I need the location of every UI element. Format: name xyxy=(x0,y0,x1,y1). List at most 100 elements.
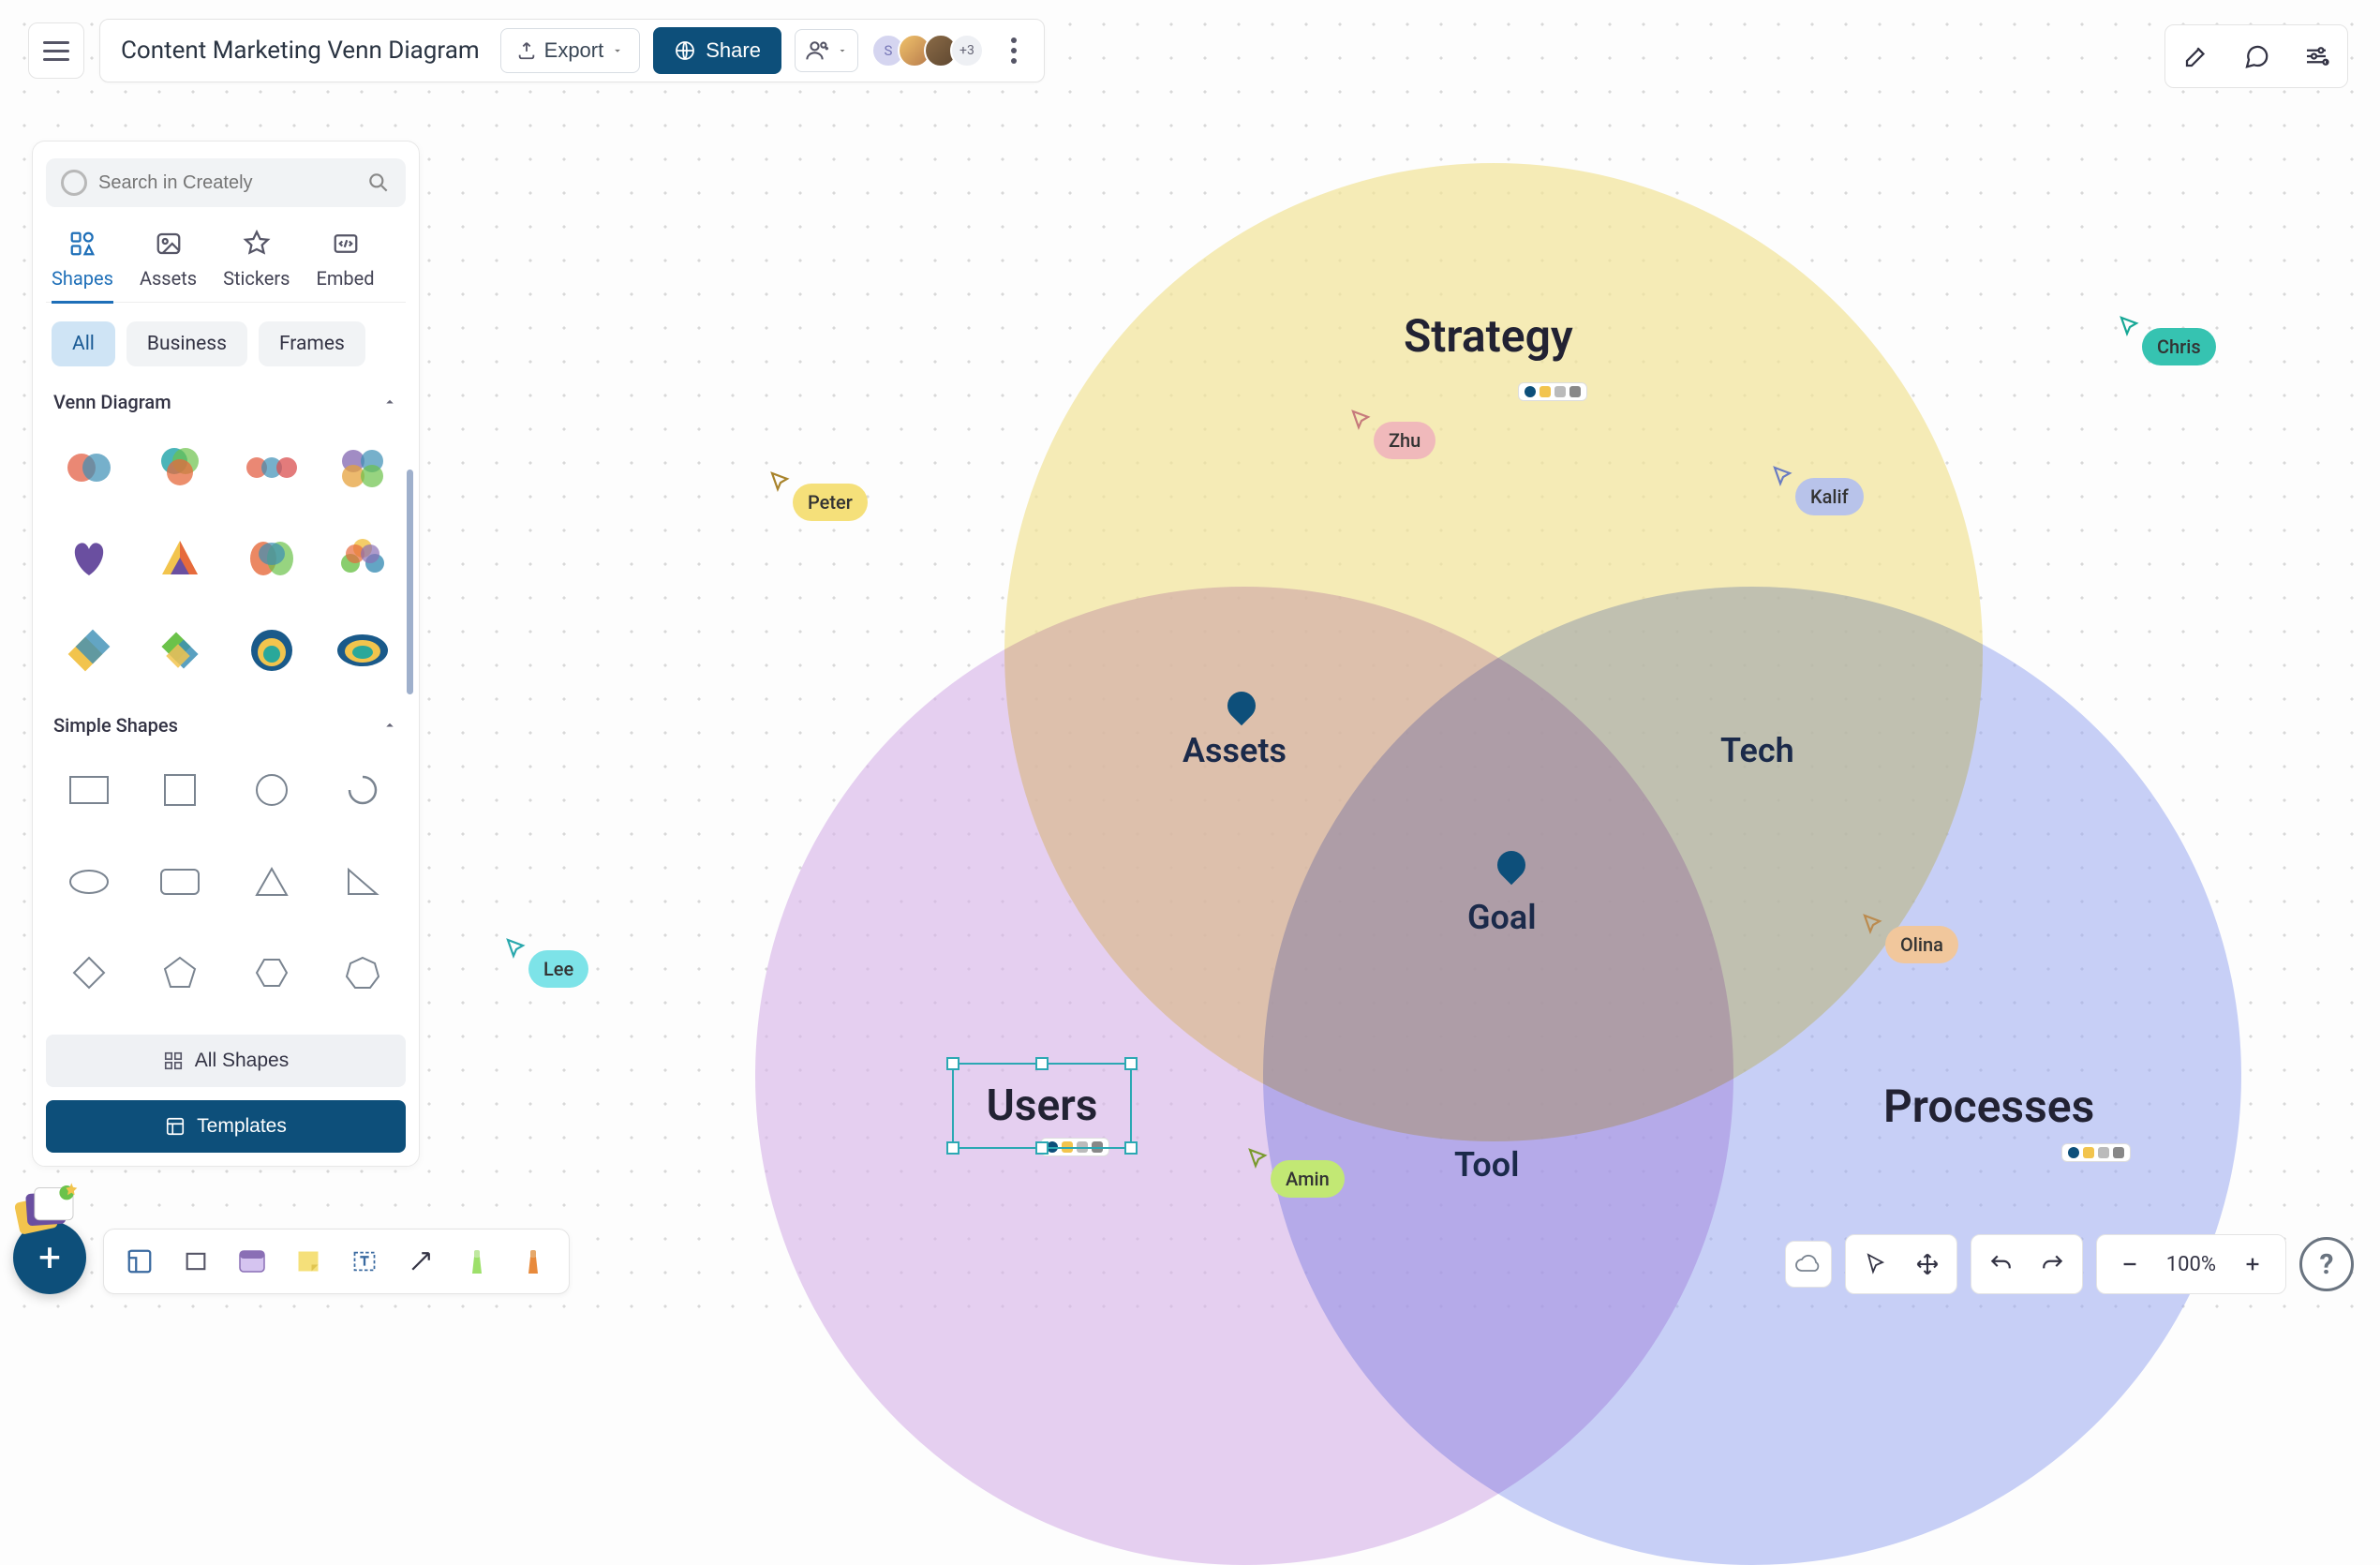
venn-label-goal[interactable]: Goal xyxy=(1467,898,1537,937)
venn-label-tool[interactable]: Tool xyxy=(1454,1145,1520,1185)
shape-ellipse[interactable] xyxy=(50,842,128,921)
shape-right-triangle[interactable] xyxy=(324,842,403,921)
venn-shape-grid xyxy=(46,428,406,690)
templates-label: Templates xyxy=(197,1115,287,1138)
marker-tool[interactable] xyxy=(509,1237,558,1286)
shape-triangle[interactable] xyxy=(232,842,311,921)
more-options-button[interactable] xyxy=(997,37,1031,64)
selected-text-box[interactable]: Users xyxy=(952,1063,1132,1149)
stickers-tab-icon xyxy=(241,228,273,260)
cloud-icon xyxy=(1794,1253,1822,1275)
venn-shape-thumb[interactable] xyxy=(324,428,403,507)
collaborator-avatars[interactable]: S +3 xyxy=(871,34,984,67)
venn-shape-thumb[interactable] xyxy=(141,520,220,599)
all-shapes-button[interactable]: All Shapes xyxy=(46,1035,406,1087)
venn-shape-thumb[interactable] xyxy=(141,428,220,507)
venn-shape-thumb[interactable] xyxy=(324,611,403,690)
invite-people-button[interactable] xyxy=(795,29,858,72)
venn-label-tech[interactable]: Tech xyxy=(1720,731,1794,770)
tab-shapes[interactable]: Shapes xyxy=(52,228,113,304)
collaborator-name-pill: Zhu xyxy=(1374,422,1435,459)
tab-stickers[interactable]: Stickers xyxy=(223,228,290,302)
resize-handle[interactable] xyxy=(1124,1141,1138,1155)
shape-diamond[interactable] xyxy=(50,934,128,1013)
venn-label-processes[interactable]: Processes xyxy=(1883,1080,2094,1133)
rect-tool[interactable] xyxy=(171,1237,220,1286)
shape-rounded-rect[interactable] xyxy=(141,842,220,921)
chevron-up-icon xyxy=(381,394,398,410)
pan-tool[interactable] xyxy=(1904,1241,1951,1288)
scrollbar[interactable] xyxy=(407,470,413,694)
venn-shape-thumb[interactable] xyxy=(50,428,128,507)
cursor-mode-group xyxy=(1845,1234,1957,1294)
resize-handle[interactable] xyxy=(1035,1057,1049,1070)
avatar-more[interactable]: +3 xyxy=(950,34,984,67)
shape-circle[interactable] xyxy=(232,752,311,830)
resize-handle[interactable] xyxy=(946,1141,959,1155)
search-input[interactable] xyxy=(98,172,355,194)
redo-button[interactable] xyxy=(2030,1241,2076,1288)
venn-shape-thumb[interactable] xyxy=(324,520,403,599)
venn-shape-thumb[interactable] xyxy=(232,520,311,599)
assets-tab-icon xyxy=(153,228,185,260)
element-mini-toolbar[interactable] xyxy=(1518,382,1587,401)
chevron-down-icon xyxy=(837,45,848,56)
document-title[interactable]: Content Marketing Venn Diagram xyxy=(113,37,487,65)
tab-embed[interactable]: Embed xyxy=(317,228,375,302)
section-simple-label: Simple Shapes xyxy=(53,714,178,737)
tab-embed-label: Embed xyxy=(317,267,375,290)
chip-frames[interactable]: Frames xyxy=(259,321,365,366)
shape-pentagon[interactable] xyxy=(141,934,220,1013)
bottom-right-dock: 100% ? xyxy=(1785,1234,2354,1294)
element-mini-toolbar[interactable] xyxy=(2061,1143,2131,1162)
settings-button[interactable] xyxy=(2291,31,2342,82)
shape-rectangle[interactable] xyxy=(50,752,128,830)
venn-shape-thumb[interactable] xyxy=(50,520,128,599)
section-venn-header[interactable]: Venn Diagram xyxy=(46,391,406,413)
resize-handle[interactable] xyxy=(946,1057,959,1070)
tab-assets-label: Assets xyxy=(140,267,197,290)
main-menu-button[interactable] xyxy=(28,22,84,79)
collaborator-cursor: Peter xyxy=(768,470,868,521)
venn-shape-thumb[interactable] xyxy=(141,611,220,690)
share-button[interactable]: Share xyxy=(653,27,781,74)
bottom-left-dock: + xyxy=(13,1221,570,1294)
chip-business[interactable]: Business xyxy=(126,321,247,366)
sticky-note-tool[interactable] xyxy=(284,1237,333,1286)
text-tool[interactable] xyxy=(340,1237,389,1286)
section-simple-header[interactable]: Simple Shapes xyxy=(46,714,406,737)
chip-all[interactable]: All xyxy=(52,321,115,366)
venn-shape-thumb[interactable] xyxy=(232,611,311,690)
arrow-tool[interactable] xyxy=(396,1237,445,1286)
collaborator-cursor: Chris xyxy=(2118,315,2216,365)
export-button[interactable]: Export xyxy=(500,28,641,73)
help-button[interactable]: ? xyxy=(2299,1237,2354,1291)
highlighter-tool[interactable] xyxy=(453,1237,501,1286)
shape-heptagon[interactable] xyxy=(324,934,403,1013)
resize-handle[interactable] xyxy=(1035,1141,1049,1155)
templates-button[interactable]: Templates xyxy=(46,1100,406,1153)
redo-icon xyxy=(2041,1252,2065,1276)
cloud-sync-button[interactable] xyxy=(1785,1241,1832,1288)
edit-button[interactable] xyxy=(2171,31,2222,82)
undo-button[interactable] xyxy=(1977,1241,2024,1288)
frame-tool[interactable] xyxy=(115,1237,164,1286)
comments-button[interactable] xyxy=(2231,31,2282,82)
card-deck-icon[interactable] xyxy=(7,1180,82,1236)
selected-text-label[interactable]: Users xyxy=(987,1081,1098,1131)
simple-shape-grid xyxy=(46,752,406,1013)
zoom-out-button[interactable] xyxy=(2106,1241,2153,1288)
zoom-level[interactable]: 100% xyxy=(2157,1253,2225,1276)
card-tool[interactable] xyxy=(228,1237,276,1286)
venn-label-strategy[interactable]: Strategy xyxy=(1404,309,1573,363)
zoom-in-button[interactable] xyxy=(2229,1241,2276,1288)
shape-hexagon[interactable] xyxy=(232,934,311,1013)
select-tool[interactable] xyxy=(1852,1241,1898,1288)
resize-handle[interactable] xyxy=(1124,1057,1138,1070)
venn-shape-thumb[interactable] xyxy=(50,611,128,690)
venn-shape-thumb[interactable] xyxy=(232,428,311,507)
tab-assets[interactable]: Assets xyxy=(140,228,197,302)
shape-square[interactable] xyxy=(141,752,220,830)
shape-arc[interactable] xyxy=(324,752,403,830)
venn-label-assets[interactable]: Assets xyxy=(1183,731,1287,770)
